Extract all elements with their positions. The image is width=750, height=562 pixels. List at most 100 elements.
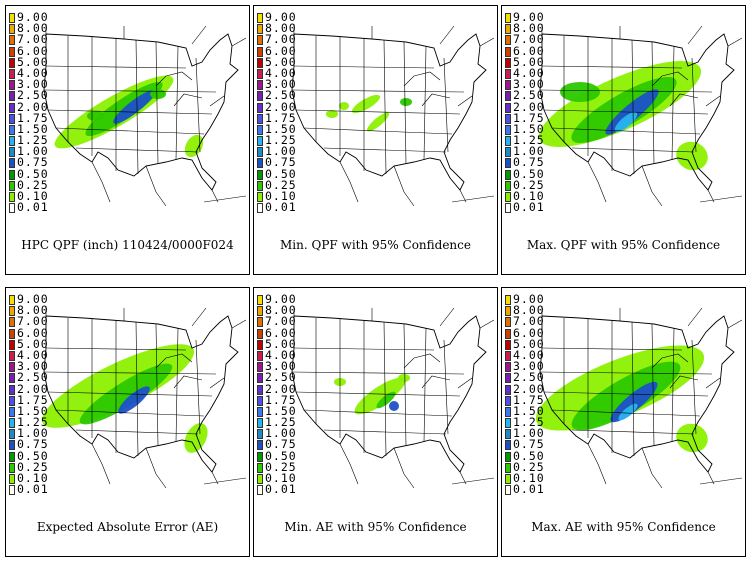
state-boundary	[541, 65, 683, 69]
precip-area	[87, 111, 105, 121]
legend-entry: 2.50	[9, 371, 49, 384]
map-panel: 9.00 8.00 7.00 6.00 5.00 4.00 3.00 2.50 2.00 1.75…	[253, 5, 498, 275]
legend-label: 9.00	[265, 292, 297, 306]
state-boundary	[651, 41, 655, 165]
state-boundary	[195, 339, 201, 435]
legend-swatch	[505, 102, 511, 113]
map-panel: 9.00 8.00 7.00 6.00 5.00 4.00 3.00 2.50 2.00 1.75…	[501, 5, 746, 275]
legend-entry: 5.00	[9, 56, 49, 68]
legend-entry: 3.00	[505, 360, 545, 373]
legend-label: 1.75	[17, 392, 49, 407]
legend-label: 1.50	[265, 121, 297, 136]
legend-swatch	[9, 68, 15, 79]
legend-swatch	[9, 429, 15, 440]
legend-swatch	[257, 203, 263, 214]
legend-entry: 0.75	[505, 438, 545, 451]
legend-label: 8.00	[265, 303, 297, 318]
legend-entry: 5.00	[257, 338, 297, 350]
legend-label: 6.00	[265, 43, 297, 58]
precip-area	[366, 112, 390, 132]
us-map	[538, 24, 743, 207]
legend-label: 4.00	[265, 65, 297, 80]
legend-entry: 7.00	[505, 315, 545, 328]
legend-label: 7.00	[265, 32, 297, 47]
border-line	[587, 443, 743, 489]
legend-label: 1.75	[513, 110, 545, 125]
precip-area	[326, 110, 338, 118]
legend-swatch	[9, 462, 15, 473]
legend-swatch	[257, 384, 263, 395]
legend-swatch	[257, 180, 263, 191]
legend-swatch	[505, 46, 511, 57]
us-outline	[291, 33, 487, 191]
legend-entry: 7.00	[257, 315, 297, 328]
state-boundary	[543, 109, 709, 115]
legend-label: 0.75	[265, 155, 297, 170]
legend-swatch	[257, 440, 263, 451]
legend-swatch	[505, 362, 511, 373]
legend-label: 1.00	[17, 426, 49, 441]
state-boundary	[175, 45, 179, 161]
state-boundary	[155, 71, 193, 87]
legend-swatch	[257, 362, 263, 373]
legend-label: 0.01	[513, 482, 545, 497]
legend-swatch	[505, 418, 511, 429]
legend-swatch	[505, 35, 511, 46]
legend-entry: 0.01	[9, 483, 49, 496]
precip-area	[560, 82, 600, 102]
legend-entry: 4.00	[505, 349, 545, 361]
legend-label: 0.50	[513, 448, 545, 463]
state-boundary	[295, 109, 461, 115]
state-boundary	[195, 57, 201, 153]
legend-label: 1.00	[265, 426, 297, 441]
legend-entry: 0.01	[505, 482, 545, 497]
legend-entry: 2.50	[9, 89, 49, 102]
legend-label: 6.00	[265, 325, 297, 340]
border-line	[293, 306, 495, 329]
precip-area	[614, 112, 638, 132]
legend-swatch	[505, 317, 511, 328]
legend-entry: 9.00	[257, 11, 297, 23]
legend-entry: 1.75	[9, 112, 49, 124]
legend-entry: 0.75	[505, 156, 545, 169]
legend-swatch	[9, 395, 15, 406]
state-boundary	[457, 377, 473, 389]
legend-swatch	[257, 169, 263, 180]
legend-entry: 4.00	[505, 67, 545, 79]
us-map	[291, 24, 495, 207]
legend-label: 9.00	[513, 292, 545, 306]
legend-entry: 0.25	[505, 461, 545, 473]
legend-label: 2.50	[513, 88, 545, 103]
border-line	[541, 24, 743, 47]
legend-swatch	[9, 192, 15, 202]
legend-swatch	[257, 406, 263, 417]
legend-swatch	[505, 474, 511, 484]
legend-entry: 1.00	[505, 427, 545, 440]
legend-swatch	[505, 192, 511, 202]
legend-swatch	[257, 350, 263, 361]
legend-label: 3.00	[17, 77, 49, 92]
legend-label: 8.00	[265, 21, 297, 36]
legend-entry: 8.00	[9, 304, 49, 317]
state-boundary	[651, 71, 689, 87]
state-boundary	[155, 323, 159, 447]
legend-label: 5.00	[265, 54, 297, 69]
legend-swatch	[9, 451, 15, 462]
border-line	[293, 24, 495, 47]
state-boundary	[135, 321, 139, 457]
legend-label: 1.00	[17, 144, 49, 159]
legend-swatch	[505, 406, 511, 417]
precip-area	[376, 391, 396, 409]
legend-entry: 5.00	[505, 56, 545, 68]
us-outline	[43, 33, 239, 191]
legend-swatch	[9, 136, 15, 147]
legend-swatch	[9, 440, 15, 451]
state-boundary	[155, 41, 159, 165]
state-boundary	[705, 377, 721, 389]
legend-entry: 2.50	[505, 88, 545, 103]
legend-label: 0.50	[17, 448, 49, 463]
legend-label: 0.10	[265, 189, 297, 203]
legend-swatch	[257, 451, 263, 462]
legend-label: 1.00	[265, 144, 297, 159]
legend-label: 0.75	[265, 437, 297, 452]
